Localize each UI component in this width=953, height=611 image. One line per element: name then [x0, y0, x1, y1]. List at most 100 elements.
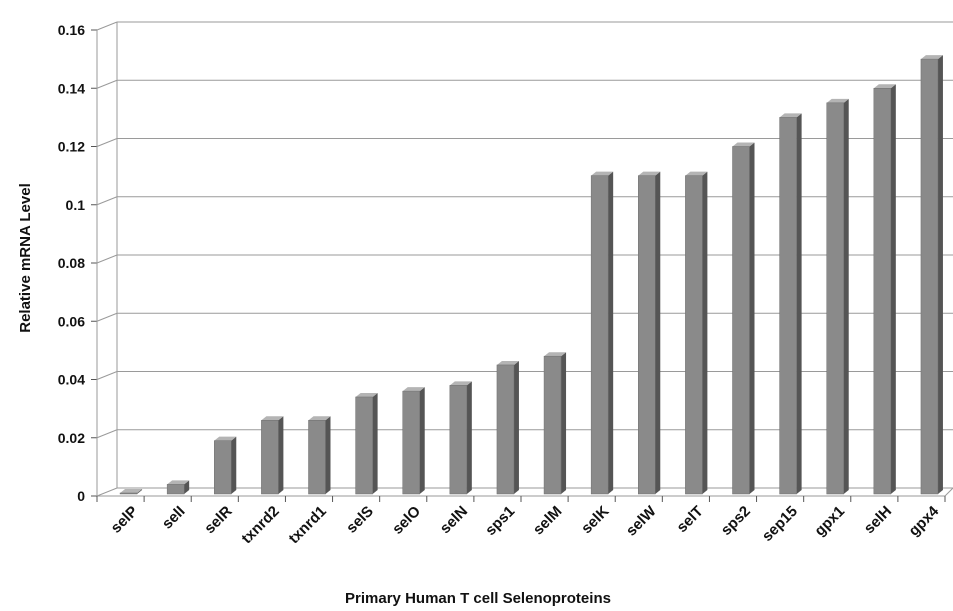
bar-top [449, 381, 472, 386]
bar-top [732, 142, 755, 147]
bar-front [308, 420, 326, 495]
gridline-diagonal [96, 21, 118, 31]
bar-side [231, 436, 237, 494]
bar-top [544, 352, 567, 357]
bar-selK [590, 171, 614, 495]
bar-selN [449, 381, 472, 495]
bar-top [779, 113, 802, 118]
gridline-diagonal [96, 79, 118, 89]
bar-side [796, 113, 802, 494]
bar-selT [685, 171, 708, 495]
bar-side [184, 480, 190, 494]
x-tick-label: selW [623, 502, 660, 539]
bar-front [826, 102, 844, 495]
bar-front [543, 355, 562, 495]
bar-side [372, 392, 378, 494]
bar-top [261, 416, 284, 421]
x-tick-label: sep15 [759, 503, 801, 545]
bar-front [402, 390, 420, 495]
bar-selW [638, 171, 661, 495]
y-tick-label: 0 [77, 488, 85, 504]
bar-selI [166, 480, 190, 495]
x-tick-label: selO [389, 503, 424, 538]
bar-front [355, 396, 373, 495]
bar-front [638, 175, 656, 495]
x-axis-title: Primary Human T cell Selenoproteins [345, 590, 611, 607]
bar-top [826, 98, 849, 103]
y-tick-label: 0.14 [58, 80, 85, 96]
bar-top [638, 171, 661, 176]
bar-side [890, 84, 896, 494]
bar-top [167, 480, 190, 485]
y-tick-label: 0.02 [58, 430, 85, 446]
bar-front [920, 58, 939, 495]
bar-selS [355, 392, 378, 495]
bar-front [873, 88, 892, 495]
bar-selO [402, 387, 425, 495]
bar-top [591, 171, 614, 176]
bars-layer [119, 55, 943, 495]
bar-front [214, 440, 232, 495]
x-tick-label: selN [437, 503, 471, 537]
bar-sps2 [732, 142, 755, 495]
bar-selM [543, 352, 567, 495]
bar-front [590, 175, 609, 495]
bar-side [655, 171, 661, 494]
bar-side [937, 55, 943, 494]
y-tick-label: 0.16 [58, 22, 85, 38]
bar-gpx1 [826, 98, 849, 495]
y-tick-labels: 0 0.02 0.04 0.06 0.08 0.1 0.12 0.14 0.16 [58, 22, 85, 504]
bar-selR [214, 436, 237, 495]
bar-front [166, 484, 185, 495]
x-tick-label: txnrd2 [238, 503, 282, 547]
gridline-diagonal [96, 312, 118, 322]
bar-side [561, 352, 567, 494]
x-tick-label: selS [343, 503, 377, 537]
bar-side [749, 142, 755, 494]
gridline-diagonal [96, 196, 118, 206]
bar-txnrd1 [308, 416, 331, 495]
x-tick-label: sps1 [482, 503, 518, 539]
x-tick-label: selH [861, 503, 895, 537]
bar-top [873, 84, 896, 89]
x-tick-label: selK [578, 503, 613, 538]
x-tick-labels: selP selI selR txnrd2 txnrd1 selS selO selN sps1… [108, 502, 943, 547]
floor-right-edge [944, 487, 953, 497]
y-tick-label: 0.08 [58, 255, 85, 271]
floor-edge [96, 487, 118, 497]
x-tick-label: selT [673, 503, 706, 536]
bar-top [496, 360, 519, 365]
bar-top [355, 392, 378, 397]
x-tick-label: selP [108, 503, 142, 537]
bar-sps1 [496, 360, 519, 495]
bar-front [119, 492, 138, 495]
x-tick-label: txnrd1 [285, 503, 329, 547]
bar-top [402, 387, 425, 392]
x-tick-label: sps2 [718, 503, 754, 539]
bar-selP [119, 489, 143, 495]
x-tick-label: gpx1 [811, 503, 848, 540]
x-tick-label: selM [530, 503, 566, 539]
bar-side [278, 416, 284, 494]
bar-top [308, 416, 331, 421]
y-tick-label: 0.12 [58, 139, 85, 155]
grid-layer [91, 21, 953, 502]
gridline-diagonal [96, 429, 118, 439]
bar-side [137, 489, 143, 494]
bar-gpx4 [920, 55, 943, 495]
bar-side [466, 381, 472, 494]
bar-side [843, 98, 849, 494]
gridline-diagonal [96, 371, 118, 380]
bar-front [449, 385, 468, 495]
bar-top [920, 55, 943, 60]
bar-top [214, 436, 237, 441]
x-tick-label: selI [159, 503, 189, 533]
bar-side [702, 171, 708, 494]
bar-side [325, 416, 331, 494]
bar-sep15 [779, 113, 802, 495]
gridline-diagonal [96, 254, 118, 264]
bar-top [120, 489, 143, 493]
x-tick-label: selR [201, 503, 236, 538]
y-tick-label: 0.04 [58, 372, 85, 388]
